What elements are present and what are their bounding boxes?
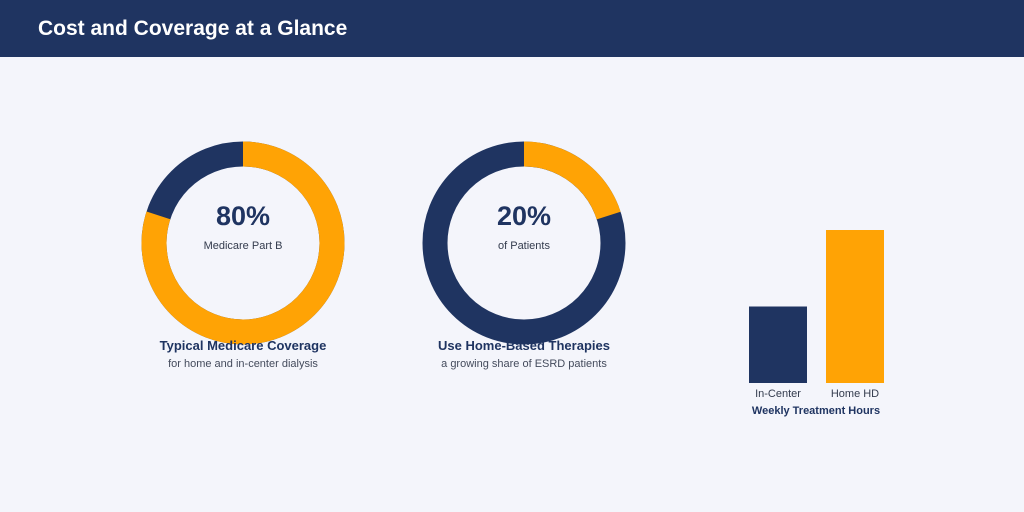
bar-chart-weekly-hours: In-Center Home HD Weekly Treatment Hours bbox=[720, 200, 920, 430]
donut-center-value: 80% bbox=[215, 201, 271, 231]
donut-chart-medicare-coverage: 80% Medicare Part B Typical Medicare Cov… bbox=[133, 133, 353, 393]
bar-chart-title: Weekly Treatment Hours bbox=[751, 405, 881, 417]
donut-svg-2 bbox=[422, 141, 626, 345]
donut-caption: Typical Medicare Coverage bbox=[159, 338, 327, 353]
donut-caption: Use Home-Based Therapies bbox=[438, 338, 610, 353]
bar-chart-svg: In-Center Home HD bbox=[749, 230, 884, 400]
donut-caption-sub: for home and in-center dialysis bbox=[168, 358, 318, 370]
bar-in-center bbox=[749, 306, 807, 383]
donut-svg-1 bbox=[141, 141, 345, 345]
donut-center-value: 20% bbox=[496, 201, 552, 231]
x-tick-label: Home HD bbox=[831, 388, 879, 400]
header-bar: Cost and Coverage at a Glance bbox=[0, 0, 1024, 57]
donut-highlight-arc bbox=[141, 141, 345, 345]
page-title: Cost and Coverage at a Glance bbox=[38, 17, 348, 40]
donut-highlight-arc bbox=[422, 141, 626, 345]
x-tick-label: In-Center bbox=[755, 388, 801, 400]
donut-caption-sub: a growing share of ESRD patients bbox=[441, 358, 607, 370]
donut-center-label: of Patients bbox=[498, 240, 550, 252]
donut-chart-home-therapies: 20% of Patients Use Home-Based Therapies… bbox=[414, 133, 634, 393]
donut-center-label: Medicare Part B bbox=[203, 240, 283, 252]
bar-home-hd bbox=[826, 230, 884, 383]
